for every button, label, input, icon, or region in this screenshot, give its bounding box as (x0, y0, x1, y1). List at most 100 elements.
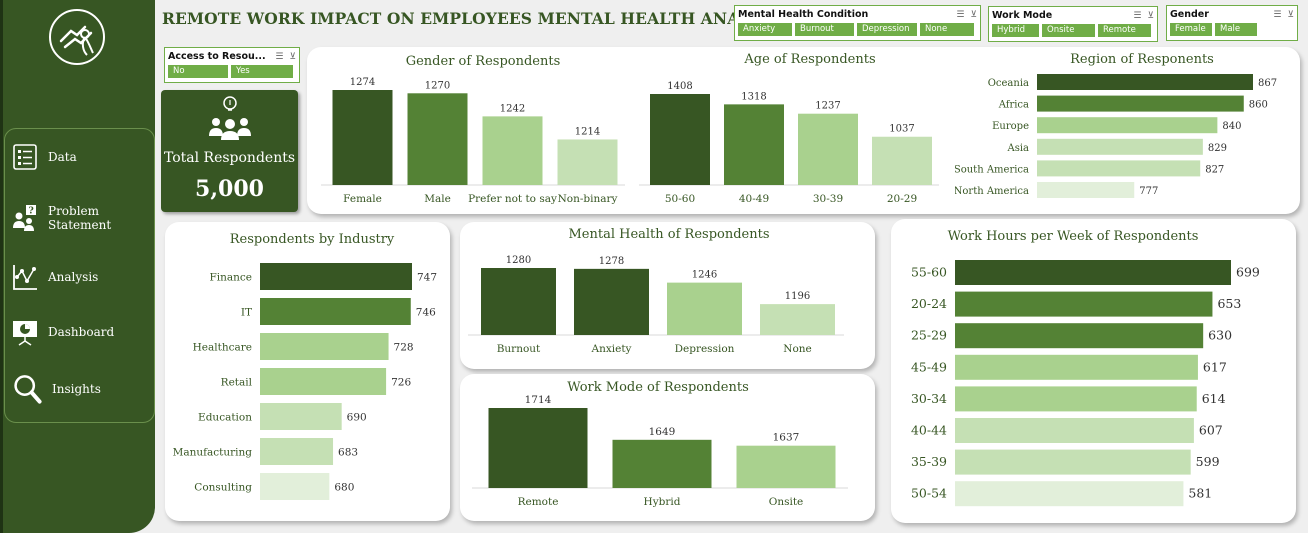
bar (955, 418, 1194, 443)
tick-label: 20-24 (911, 296, 947, 311)
multiselect-icon[interactable]: ☰ (956, 9, 965, 20)
tick-label: Retail (221, 377, 253, 389)
slicer-title: Work Mode (992, 10, 1053, 21)
data-label: 581 (1188, 486, 1212, 501)
tick-label: Prefer not to say (468, 193, 557, 205)
bar (872, 136, 932, 185)
bar (482, 116, 543, 185)
data-label: 617 (1203, 359, 1227, 374)
bar (955, 449, 1191, 475)
bar (574, 268, 649, 335)
multiselect-icon[interactable]: ☰ (275, 51, 284, 62)
tick-label: 40-44 (911, 423, 947, 438)
slicer-option-none[interactable]: None (920, 23, 974, 36)
data-label: 1714 (525, 394, 552, 406)
slicer-access: Access to Resou... ☰ ⊻ No Yes (164, 47, 300, 83)
card-industry: Respondents by Industry Finance 747 IT 746 H… (165, 222, 450, 521)
slicer-option-male[interactable]: Male (1215, 23, 1257, 36)
bar (955, 386, 1197, 412)
chart-title-age: Age of Respondents (744, 52, 876, 67)
bar (488, 408, 588, 488)
data-label: 1246 (692, 270, 717, 281)
multiselect-icon[interactable]: ☰ (1133, 10, 1142, 21)
bar (955, 291, 1213, 317)
tick-label: North America (955, 186, 1029, 197)
data-label: 1278 (599, 256, 624, 267)
tick-label: Manufacturing (173, 447, 253, 459)
clear-filter-icon[interactable]: ⊻ (289, 51, 296, 62)
page-title: REMOTE WORK IMPACT ON EMPLOYEES MENTAL H… (162, 9, 791, 28)
slicer-option-remote[interactable]: Remote (1098, 24, 1151, 37)
tick-label: 30-34 (911, 391, 947, 406)
bar (955, 354, 1198, 380)
tick-label: Europe (992, 121, 1029, 132)
bar (798, 113, 858, 185)
bar (1037, 74, 1253, 90)
clear-filter-icon[interactable]: ⊻ (1287, 9, 1294, 20)
tick-label: 30-39 (813, 193, 843, 205)
slicer-option-anxiety[interactable]: Anxiety (738, 23, 792, 36)
slicer-option-depression[interactable]: Depression (857, 23, 917, 36)
data-label: 1270 (425, 80, 450, 91)
data-label: 747 (417, 272, 437, 284)
bar (650, 94, 710, 185)
bar (724, 104, 784, 185)
tick-label: Hybrid (644, 496, 681, 508)
bar (736, 445, 836, 488)
nav-item-dashboard[interactable]: Dashboard (12, 318, 114, 346)
tick-label: Africa (998, 100, 1029, 111)
tick-label: Anxiety (591, 343, 632, 355)
card-demographics: Gender of Respondents Age of Respondents… (307, 47, 1300, 214)
nav-label: Analysis (48, 270, 99, 284)
data-label: 1196 (785, 291, 810, 302)
tick-label: Finance (209, 272, 252, 284)
chart-industry: Finance 747 IT 746 Healthcare 728 Retail 726 Edu… (173, 263, 437, 500)
tick-label: South America (955, 164, 1029, 175)
bar (955, 323, 1204, 349)
tick-label: 50-60 (665, 193, 695, 205)
data-label: 777 (1139, 186, 1158, 197)
nav-item-problem-statement[interactable]: ? Problem Statement (12, 204, 155, 232)
tick-label: Consulting (194, 482, 252, 494)
data-label: 827 (1205, 164, 1224, 175)
data-label: 1242 (500, 103, 525, 114)
data-label: 699 (1236, 265, 1260, 280)
slicer-title: Mental Health Condition (738, 9, 869, 20)
tick-label: Education (198, 412, 252, 424)
slicer-option-no[interactable]: No (168, 65, 228, 78)
sidebar-edge (0, 0, 3, 533)
bar (260, 403, 342, 430)
nav-item-insights[interactable]: Insights (12, 373, 101, 405)
slicer-option-hybrid[interactable]: Hybrid (992, 24, 1039, 37)
slicer-option-yes[interactable]: Yes (231, 65, 293, 78)
bar (260, 298, 411, 325)
data-label: 829 (1208, 143, 1227, 154)
multiselect-icon[interactable]: ☰ (1273, 9, 1282, 20)
tick-label: 35-39 (911, 454, 947, 469)
nav-item-data[interactable]: Data (12, 143, 77, 171)
bar (1037, 160, 1201, 177)
clear-filter-icon[interactable]: ⊻ (1147, 10, 1154, 21)
tick-label: 20-29 (887, 193, 917, 205)
chart-region: Oceania 867 Africa 860 Europe 840 Asia 829 South… (955, 74, 1277, 198)
nav-item-analysis[interactable]: Analysis (12, 263, 98, 291)
tick-label: Asia (1006, 143, 1029, 154)
data-label: 690 (347, 412, 367, 424)
chart-title-region: Region of Responents (1070, 52, 1214, 67)
slicer-title: Gender (1170, 9, 1209, 20)
card-work-hours: Work Hours per Week of Respondents 55-60… (891, 219, 1296, 523)
slicer-option-female[interactable]: Female (1170, 23, 1212, 36)
tick-label: Non-binary (558, 193, 618, 205)
data-label: 726 (391, 377, 411, 389)
data-label: 728 (394, 342, 414, 354)
chart-workmode: 1714 Remote 1649 Hybrid 1637 Onsite (472, 394, 848, 508)
slicer-option-burnout[interactable]: Burnout (795, 23, 854, 36)
data-label: 599 (1196, 454, 1220, 469)
nav-label: Data (48, 150, 77, 164)
clear-filter-icon[interactable]: ⊻ (970, 9, 977, 20)
data-label: 867 (1258, 78, 1277, 89)
chart-title-hours: Work Hours per Week of Respondents (947, 229, 1199, 244)
slicer-option-onsite[interactable]: Onsite (1042, 24, 1095, 37)
data-label: 1214 (575, 126, 600, 137)
bar (955, 260, 1231, 285)
